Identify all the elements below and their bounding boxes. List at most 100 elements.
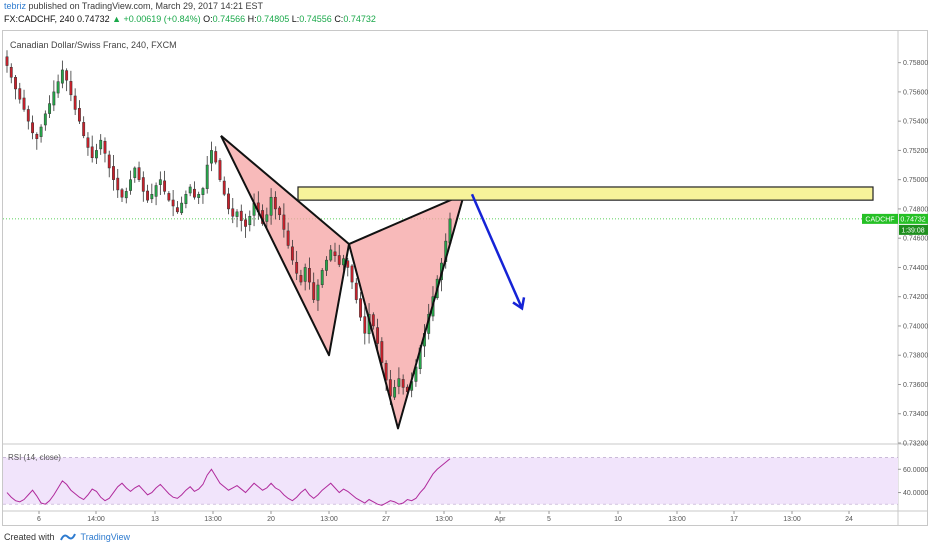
- chart-title: Canadian Dollar/Swiss Franc, 240, FXCM: [10, 40, 177, 50]
- candle-body: [282, 214, 286, 230]
- candle-body: [82, 122, 86, 137]
- rsi-line: [6, 458, 451, 506]
- countdown-tag: 1:39:08: [901, 227, 924, 234]
- candle-body: [376, 327, 380, 344]
- candle-body: [90, 146, 94, 158]
- tradingview-brand-link[interactable]: TradingView: [80, 532, 131, 542]
- candle-body: [308, 268, 311, 283]
- candle-body: [295, 261, 299, 274]
- candle-body: [312, 282, 316, 300]
- candle-body: [197, 194, 201, 198]
- price-tick-label: 0.73200: [903, 441, 928, 448]
- candle-body: [265, 214, 269, 222]
- candle-body: [363, 316, 367, 334]
- candle-body: [286, 230, 290, 246]
- candle-body: [303, 267, 307, 282]
- candle-body: [210, 150, 213, 164]
- candle-body: [48, 103, 52, 114]
- candle-body: [205, 164, 209, 189]
- candle-body: [214, 151, 218, 163]
- price-tick-label: 0.74400: [903, 265, 928, 272]
- last-price: 0.74732: [77, 14, 110, 24]
- high-label: H:: [247, 14, 257, 24]
- price-tick-label: 0.73800: [903, 353, 928, 360]
- rsi-tick-label: 60.0000: [903, 467, 928, 474]
- author-link[interactable]: tebriz: [4, 1, 27, 11]
- price-tick-label: 0.73400: [903, 411, 928, 418]
- symbol-tag: CADCHF: [865, 216, 894, 223]
- low-value: 0.74556: [299, 14, 332, 24]
- pattern-line-bd: [348, 193, 465, 245]
- price-tick-label: 0.74800: [903, 206, 928, 213]
- candle-body: [129, 179, 132, 191]
- candle-body: [14, 76, 17, 90]
- publish-text: published on TradingView.com, March 29, …: [28, 1, 264, 11]
- candle-body: [325, 259, 328, 271]
- footer: Created with TradingView: [4, 532, 130, 542]
- time-tick-label: 13:00: [320, 516, 338, 523]
- candle-body: [60, 69, 64, 84]
- low-label: L:: [291, 14, 300, 24]
- candle-body: [167, 193, 171, 201]
- candle-body: [359, 298, 362, 318]
- candle-body: [290, 246, 294, 261]
- candle-body: [239, 210, 243, 221]
- rsi-tick-label: 40.0000: [903, 490, 928, 497]
- projection-arrow-shaft: [470, 193, 524, 309]
- candle-body: [133, 167, 137, 178]
- candle-body: [107, 154, 111, 169]
- candle-body: [193, 188, 196, 198]
- last-price-tag-box: [899, 213, 928, 224]
- candle-body: [337, 255, 341, 265]
- time-tick-label: 20: [267, 516, 275, 523]
- candle-body: [329, 249, 333, 261]
- price-tick-label: 0.75200: [903, 148, 928, 155]
- candle-body: [346, 260, 350, 268]
- candle-body: [103, 140, 107, 154]
- candle-body: [342, 258, 345, 266]
- candle-body: [124, 191, 128, 199]
- candle-body: [354, 282, 358, 300]
- price-tick-label: 0.75600: [903, 89, 928, 96]
- price-tick-label: 0.73600: [903, 382, 928, 389]
- candle-body: [150, 194, 154, 200]
- candle-body: [43, 113, 47, 126]
- candle-body: [31, 122, 34, 134]
- candle-body: [320, 270, 324, 285]
- candle-body: [235, 211, 239, 217]
- tradingview-logo-icon: [59, 533, 76, 541]
- candle-body: [401, 379, 405, 388]
- chart-frame: [2, 30, 928, 526]
- time-tick-label: 13:00: [783, 516, 801, 523]
- candle-body: [77, 108, 81, 122]
- rsi-band: [3, 457, 898, 505]
- close-value: 0.74732: [343, 14, 376, 24]
- candle-body: [95, 150, 98, 159]
- candle-body: [201, 188, 205, 195]
- resistance-zone: [297, 186, 874, 201]
- candle-body: [112, 166, 115, 180]
- open-label: O:: [203, 14, 213, 24]
- candle-body: [116, 177, 120, 191]
- candle-body: [56, 81, 60, 94]
- candle-body: [299, 275, 303, 283]
- time-tick-label: 13:00: [435, 516, 453, 523]
- rsi-title: RSI (14, close): [8, 453, 61, 462]
- time-tick-label: 24: [845, 516, 853, 523]
- candle-body: [184, 194, 188, 204]
- candle-body: [154, 185, 158, 197]
- price-tick-label: 0.74000: [903, 323, 928, 330]
- candle-body: [269, 196, 273, 216]
- candle-body: [18, 88, 22, 100]
- candle-body: [9, 66, 13, 78]
- price-change: ▲ +0.00619 (+0.84%): [112, 14, 201, 24]
- time-tick-label: 27: [382, 516, 390, 523]
- candle-body: [5, 56, 9, 66]
- candle-body: [158, 179, 162, 185]
- candle-body: [188, 186, 192, 194]
- candle-body: [69, 81, 73, 96]
- candle-body: [371, 314, 375, 327]
- candle-body: [52, 91, 56, 106]
- publish-info: tebriz published on TradingView.com, Mar…: [4, 1, 263, 11]
